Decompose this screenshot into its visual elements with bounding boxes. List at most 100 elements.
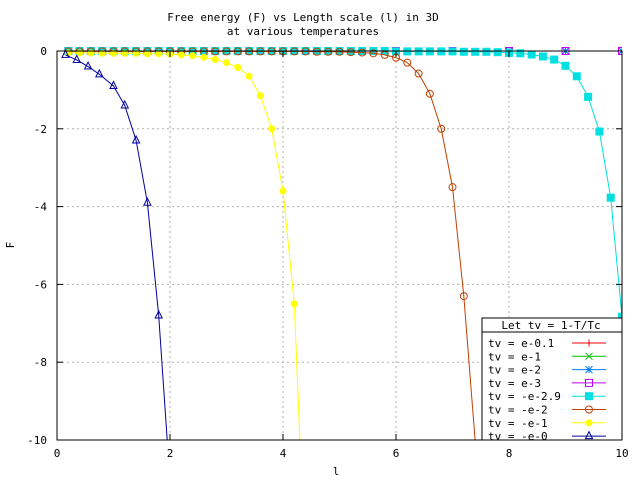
data-point (550, 55, 559, 64)
data-point (538, 52, 547, 61)
data-point (72, 54, 82, 63)
legend-label: tv = -e-0 (488, 430, 548, 443)
data-point (584, 92, 593, 101)
data-point (471, 47, 480, 56)
x-tick-label: 2 (167, 447, 174, 460)
y-tick-label: -6 (34, 278, 47, 291)
data-point (585, 392, 593, 401)
data-point (83, 60, 93, 70)
legend-label: tv = e-2 (488, 364, 541, 377)
data-point (448, 183, 457, 192)
y-tick-label: -4 (34, 201, 48, 214)
legend-label: tv = e-0.1 (488, 337, 554, 350)
data-point (110, 49, 117, 57)
data-point (154, 309, 164, 319)
y-tick-label: 0 (40, 45, 47, 58)
series-line (68, 52, 301, 440)
data-point (290, 300, 298, 308)
data-point (493, 48, 502, 57)
data-point (61, 49, 70, 58)
data-point (121, 49, 129, 57)
data-point (561, 61, 570, 70)
data-point (279, 187, 287, 195)
legend-entry: tv = -e-0 (488, 430, 606, 443)
data-point (414, 69, 423, 78)
data-point (131, 134, 141, 144)
legend: Let tv = 1-T/Tc tv = e-0.1tv = e-1tv = e… (481, 317, 623, 443)
y-axis-label: F (4, 242, 17, 249)
y-tick-label: -10 (27, 434, 47, 447)
data-point (482, 47, 491, 56)
data-point (223, 59, 230, 67)
data-point (403, 58, 412, 67)
chart-title: Free energy (F) vs Length scale (l) in 3… (167, 11, 439, 24)
legend-label: tv = e-3 (488, 377, 541, 390)
legend-label: tv = -e-2 (488, 404, 548, 417)
data-point (132, 49, 140, 57)
data-point (95, 68, 104, 78)
data-point (335, 47, 344, 56)
data-point (459, 292, 468, 301)
x-axis-label: l (333, 465, 340, 478)
x-tick-label: 8 (506, 447, 513, 460)
data-point (369, 49, 378, 58)
data-point (120, 99, 130, 109)
axis-ticks: 0 2 4 6 8 10 0 -2 -4 -6 -8 -10 (27, 45, 629, 460)
legend-entry: tv = -e-2.9 (488, 390, 606, 403)
data-point (585, 405, 593, 414)
legend-box (481, 317, 623, 441)
data-point (312, 47, 321, 56)
data-point (211, 56, 219, 64)
legend-entry: tv = e-2 (488, 364, 606, 377)
data-point (572, 72, 581, 81)
legend-entry: tv = e-0.1 (488, 337, 606, 350)
legend-title: Let tv = 1-T/Tc (501, 319, 600, 332)
data-point (358, 48, 367, 57)
y-tick-label: -8 (34, 356, 47, 369)
data-point (324, 47, 333, 56)
data-point (437, 124, 446, 133)
series-line (68, 50, 622, 317)
series-7 (64, 49, 301, 440)
legend-entry: tv = -e-1 (488, 417, 606, 430)
x-tick-label: 0 (54, 447, 61, 460)
x-tick-label: 4 (280, 447, 287, 460)
data-point (618, 312, 622, 321)
data-point (177, 51, 185, 59)
x-tick-label: 6 (393, 447, 400, 460)
legend-entry: tv = e-3 (488, 377, 606, 390)
data-point (584, 430, 594, 440)
series-line (68, 50, 476, 440)
data-point (459, 47, 468, 56)
data-point (527, 50, 536, 59)
data-point (234, 63, 242, 71)
data-point (585, 378, 593, 387)
data-point (109, 80, 118, 90)
data-point (585, 419, 593, 427)
data-point (245, 72, 253, 80)
data-point (256, 92, 264, 100)
data-point (585, 365, 593, 374)
data-point (200, 53, 208, 61)
series-8 (61, 49, 168, 440)
data-point (516, 49, 525, 58)
data-point (346, 48, 355, 57)
legend-entry: tv = -e-2 (488, 404, 606, 417)
data-point (143, 197, 152, 206)
data-point (268, 125, 276, 133)
x-tick-label: 10 (615, 447, 628, 460)
legend-label: tv = e-1 (488, 350, 541, 363)
data-point (425, 89, 434, 98)
chart-subtitle: at various temperatures (227, 25, 379, 38)
data-point (595, 127, 604, 136)
data-point (585, 339, 593, 347)
data-point (143, 50, 151, 58)
series-line (65, 54, 168, 440)
series-5 (64, 47, 622, 321)
data-point (98, 49, 106, 57)
series-6 (64, 47, 476, 440)
legend-label: tv = -e-2.9 (488, 390, 561, 403)
plot-frame (56, 50, 623, 441)
data-point (585, 352, 593, 361)
